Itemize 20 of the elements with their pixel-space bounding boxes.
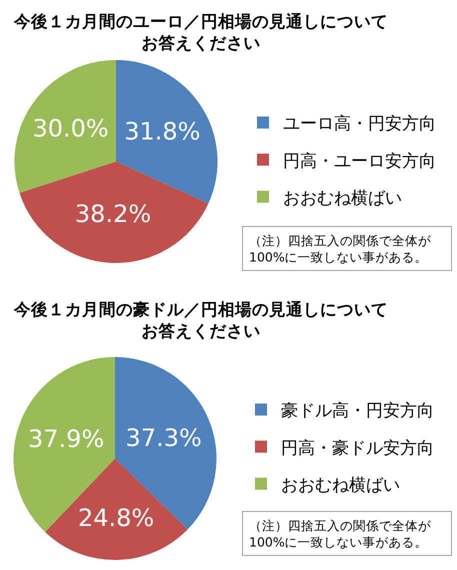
chart-title: 今後１カ月間のユーロ／円相場の見通しについてお答えください (13, 12, 388, 52)
legend-label: 円高・豪ドル安方向 (281, 438, 434, 458)
legend-label: おおむね横ばい (281, 475, 400, 496)
text: （注）四捨五入の関係で全体が100%に一致しない事がある。 (249, 233, 432, 264)
legend-label: 豪ドル高・円安方向 (281, 401, 434, 422)
pie-slice (116, 60, 218, 204)
data-label: 31.8% (124, 118, 200, 146)
data-label: 24.8% (78, 504, 154, 532)
pie-slice (19, 162, 208, 263)
legend-label: おおむね横ばい (283, 188, 402, 208)
pie-slice (45, 458, 188, 560)
pie-slice (14, 60, 116, 193)
data-label: 30.0% (32, 114, 109, 143)
text: （注）四捨五入の関係で全体が100%に一致しない事がある。 (249, 518, 432, 550)
data-label: 38.2% (74, 200, 152, 228)
data-label: 37.3% (126, 424, 202, 452)
chart-title: 今後１カ月間の豪ドル／円相場の見通しについてお答えください (13, 300, 388, 340)
legend-label: ユーロ高・円安方向 (283, 114, 436, 134)
legend-label: 円高・ユーロ安方向 (283, 151, 436, 172)
data-label: 37.9% (28, 424, 104, 453)
